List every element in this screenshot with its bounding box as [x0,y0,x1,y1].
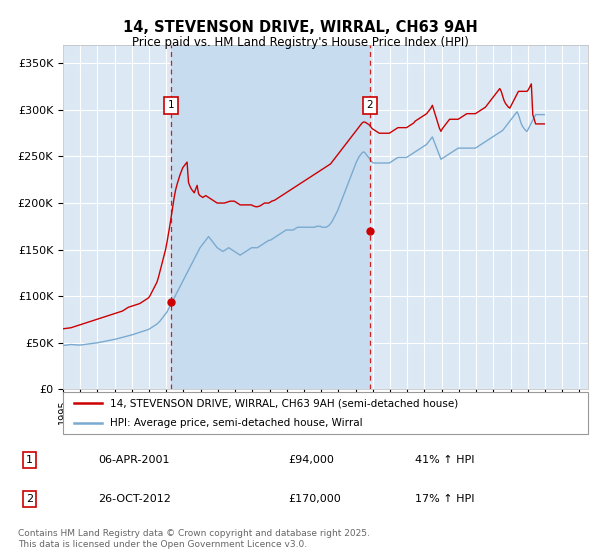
Text: 1: 1 [167,100,174,110]
Text: 17% ↑ HPI: 17% ↑ HPI [415,494,475,505]
Text: 14, STEVENSON DRIVE, WIRRAL, CH63 9AH: 14, STEVENSON DRIVE, WIRRAL, CH63 9AH [122,20,478,35]
Text: 2: 2 [26,494,33,505]
Text: £170,000: £170,000 [289,494,341,505]
Bar [171,45,370,389]
Text: HPI: Average price, semi-detached house, Wirral: HPI: Average price, semi-detached house,… [110,418,363,428]
Text: 41% ↑ HPI: 41% ↑ HPI [415,455,475,465]
Text: Contains HM Land Registry data © Crown copyright and database right 2025.
This d: Contains HM Land Registry data © Crown c… [18,529,370,549]
Text: 1: 1 [26,455,33,465]
Text: 06-APR-2001: 06-APR-2001 [98,455,170,465]
Text: 14, STEVENSON DRIVE, WIRRAL, CH63 9AH (semi-detached house): 14, STEVENSON DRIVE, WIRRAL, CH63 9AH (s… [110,398,458,408]
FancyBboxPatch shape [63,392,588,434]
Text: 2: 2 [367,100,373,110]
Text: Price paid vs. HM Land Registry's House Price Index (HPI): Price paid vs. HM Land Registry's House … [131,36,469,49]
Text: £94,000: £94,000 [289,455,334,465]
Text: 26-OCT-2012: 26-OCT-2012 [98,494,171,505]
